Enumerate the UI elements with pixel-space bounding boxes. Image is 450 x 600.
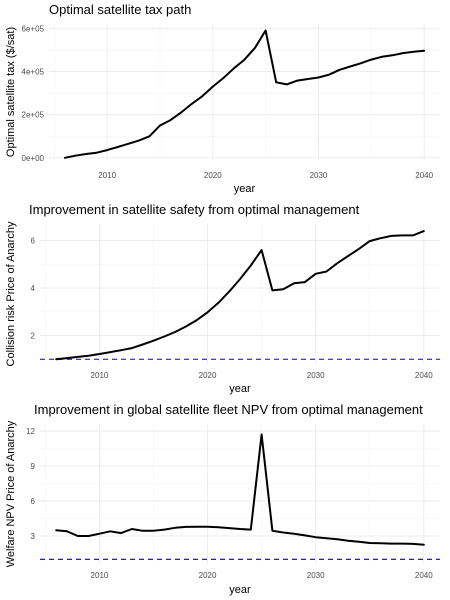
series-line-1 <box>55 433 425 546</box>
grid <box>40 424 440 564</box>
x-tick-label: 2010 <box>98 171 116 180</box>
chart-title: Optimal satellite tax path <box>49 2 191 17</box>
y-tick-label: 4 <box>31 284 36 293</box>
x-tick-label: 2020 <box>199 371 217 380</box>
chart-title: Improvement in satellite safety from opt… <box>29 202 360 217</box>
chart-panel-3: 2010 2020 2030 2040 3 6 9 12 Improvement in glob… <box>5 402 440 596</box>
y-tick-label: 4e+05 <box>22 67 45 76</box>
y-tick-label: 12 <box>26 427 35 436</box>
y-tick-label: 0e+00 <box>22 154 45 163</box>
y-tick-label: 2 <box>31 332 36 341</box>
grid <box>40 224 440 364</box>
series-line-1 <box>55 230 425 361</box>
y-axis-label: Welfare NPV Price of Anarchy <box>5 420 17 567</box>
x-tick-label: 2040 <box>415 371 433 380</box>
y-tick-label: 6 <box>31 497 36 506</box>
y-tick-label: 6 <box>31 237 36 246</box>
y-tick-label: 9 <box>31 462 36 471</box>
y-tick-label: 6e+05 <box>22 24 45 33</box>
series-line-1 <box>63 29 426 159</box>
y-tick-label: 3 <box>31 532 36 541</box>
y-axis-label: Optimal satellite tax ($/sat) <box>5 27 17 157</box>
y-tick-label: 2e+05 <box>22 111 45 120</box>
y-axis-label: Collision risk Price of Anarchy <box>5 221 17 366</box>
x-tick-label: 2030 <box>307 371 325 380</box>
x-tick-label: 2040 <box>415 571 433 580</box>
x-tick-label: 2020 <box>199 571 217 580</box>
x-tick-label: 2010 <box>91 571 109 580</box>
x-axis-label: year <box>229 584 251 596</box>
grid <box>49 24 440 160</box>
x-tick-label: 2010 <box>91 371 109 380</box>
x-axis-label: year <box>229 383 251 395</box>
chart-panel-2: 2010 2020 2030 2040 2 4 6 Improvement in satell… <box>5 202 440 395</box>
chart-title: Improvement in global satellite fleet NP… <box>34 402 423 417</box>
x-tick-label: 2020 <box>204 171 222 180</box>
x-tick-label: 2030 <box>310 171 328 180</box>
chart-panel-1: 2010 2020 2030 2040 0e+00 2e+05 4e+05 6e+05 Opti… <box>5 2 440 195</box>
x-tick-label: 2030 <box>307 571 325 580</box>
x-axis-label: year <box>234 183 256 195</box>
x-tick-label: 2040 <box>415 171 433 180</box>
